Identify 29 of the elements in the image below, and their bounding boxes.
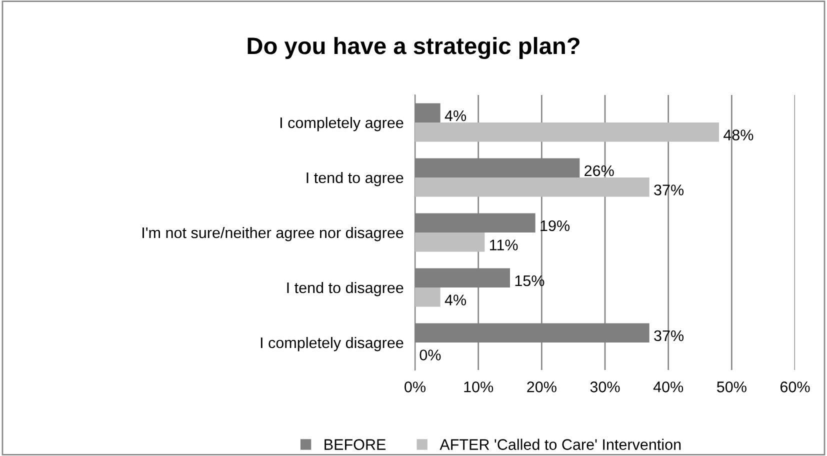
bar <box>415 122 719 142</box>
bar <box>415 288 440 307</box>
y-tick-label: I tend to agree <box>306 172 404 186</box>
x-tick-label: 10% <box>464 382 494 392</box>
x-tick-label: 30% <box>590 382 620 392</box>
y-tick-label: I'm not sure/neither agree nor disagree <box>142 226 404 242</box>
legend-label: BEFORE <box>324 439 386 450</box>
data-label: 15% <box>515 275 544 286</box>
data-label: 19% <box>540 220 570 232</box>
bar <box>415 232 485 252</box>
y-tick-label: I tend to disagree <box>287 282 404 296</box>
x-tick-label: 50% <box>716 382 746 392</box>
x-tick-label: 0% <box>404 382 426 392</box>
chart-title: Do you have a strategic plan? <box>248 36 580 60</box>
data-label: 0% <box>420 350 441 360</box>
x-tick-label: 60% <box>780 382 810 392</box>
data-label: 4% <box>444 294 466 306</box>
data-label: 48% <box>724 130 754 140</box>
data-label: 37% <box>654 184 684 196</box>
x-tick-label: 40% <box>653 382 684 392</box>
data-label: 37% <box>654 330 684 342</box>
data-label: 26% <box>584 165 614 176</box>
data-label: 4% <box>444 110 466 122</box>
legend-label: AFTER 'Called to Care' Intervention <box>440 438 681 450</box>
y-tick-label: I completely agree <box>280 116 404 132</box>
y-tick-label: I completely disagree <box>260 336 404 352</box>
x-tick-label: 20% <box>527 382 556 392</box>
bar <box>415 178 650 197</box>
data-label: 11% <box>490 240 518 250</box>
